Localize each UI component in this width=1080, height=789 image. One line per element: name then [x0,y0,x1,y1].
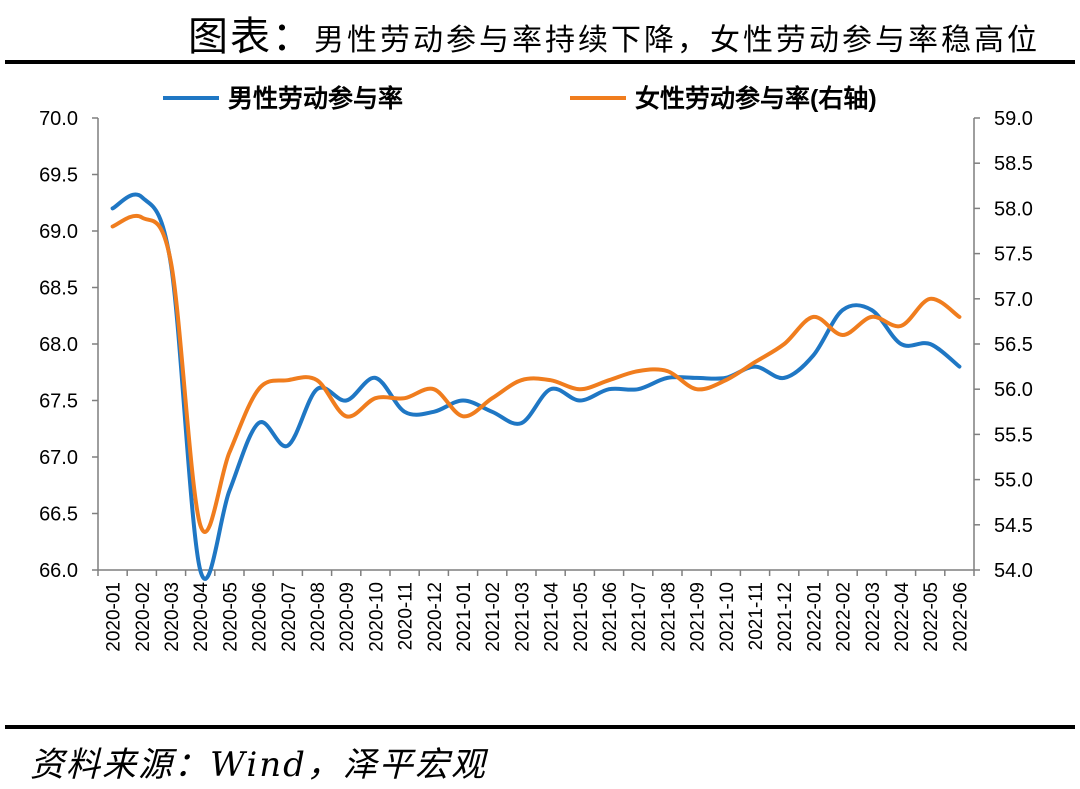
x-tick-label: 2020-09 [337,582,358,652]
chart-legend: 男性劳动参与率 女性劳动参与率(右轴) [163,84,877,113]
left-tick-label: 67.0 [39,447,78,469]
right-tick-label: 57.0 [994,289,1033,311]
left-tick-label: 66.0 [39,560,78,582]
x-tick-label: 2022-01 [804,582,825,652]
male-series-line [110,192,962,581]
x-tick-label: 2021-08 [658,582,679,652]
right-tick-label: 58.5 [994,153,1033,175]
left-tick-label: 70.0 [39,108,78,130]
x-tick-label: 2021-03 [512,582,533,652]
right-tick-label: 59.0 [994,108,1033,130]
x-tick-label: 2020-12 [425,582,446,652]
x-tick-label: 2020-08 [308,582,329,652]
x-tick-label: 2020-07 [279,582,300,652]
x-tick-label: 2021-02 [483,582,504,652]
right-tick-label: 55.5 [994,424,1033,446]
x-tick-label: 2021-04 [542,582,563,652]
x-tick-label: 2020-02 [133,582,154,652]
left-tick-label: 66.5 [39,504,78,526]
chart-axes: 66.0 66.5 67.0 67.5 68.0 68.5 69.0 69.5 70.0 54.0… [39,108,1033,652]
x-tick-label: 2020-01 [104,582,125,652]
x-tick-label: 2021-09 [688,582,709,652]
x-tick-label: 2022-05 [921,582,942,652]
x-tick-label: 2021-05 [571,582,592,652]
x-tick-label: 2021-06 [600,582,621,652]
left-tick-label: 69.5 [39,165,78,187]
x-tick-label: 2022-02 [834,582,855,652]
x-tick-label: 2022-04 [892,582,913,652]
x-tick-label: 2020-06 [250,582,271,652]
left-tick-label: 67.5 [39,391,78,413]
legend-male-label: 男性劳动参与率 [228,84,403,113]
x-tick-label: 2021-12 [775,582,796,652]
x-tick-label: 2020-05 [220,582,241,652]
chart-title: 图表：男性劳动参与率持续下降，女性劳动参与率稳高位 [188,4,1040,62]
top-rule [5,60,1075,64]
left-tick-label: 69.0 [39,221,78,243]
right-tick-label: 55.0 [994,470,1033,492]
legend-female-label: 女性劳动参与率(右轴) [635,84,877,113]
x-tick-label: 2022-06 [950,582,971,652]
right-tick-label: 58.0 [994,198,1033,220]
bottom-rule [5,725,1075,729]
x-tick-label: 2022-03 [863,582,884,652]
chart-series [110,192,962,581]
right-tick-label: 54.5 [994,515,1033,537]
right-tick-label: 57.5 [994,244,1033,266]
right-tick-label: 54.0 [994,560,1033,582]
right-tick-label: 56.0 [994,379,1033,401]
title-text: 男性劳动参与率持续下降，女性劳动参与率稳高位 [314,23,1040,58]
x-tick-label: 2020-03 [162,582,183,652]
x-tick-label: 2021-07 [629,582,650,652]
x-tick-label: 2020-04 [191,582,212,652]
x-tick-label: 2020-10 [366,582,387,652]
x-tick-label: 2021-11 [746,582,767,650]
female-series-line [110,214,962,534]
source-note: 资料来源：Wind，泽平宏观 [30,745,487,785]
x-tick-label: 2020-11 [396,582,417,650]
left-tick-label: 68.0 [39,334,78,356]
title-prefix: 图表： [188,14,314,60]
right-tick-label: 56.5 [994,334,1033,356]
x-tick-label: 2021-01 [454,582,475,652]
left-tick-label: 68.5 [39,278,78,300]
x-tick-label: 2021-10 [717,582,738,652]
